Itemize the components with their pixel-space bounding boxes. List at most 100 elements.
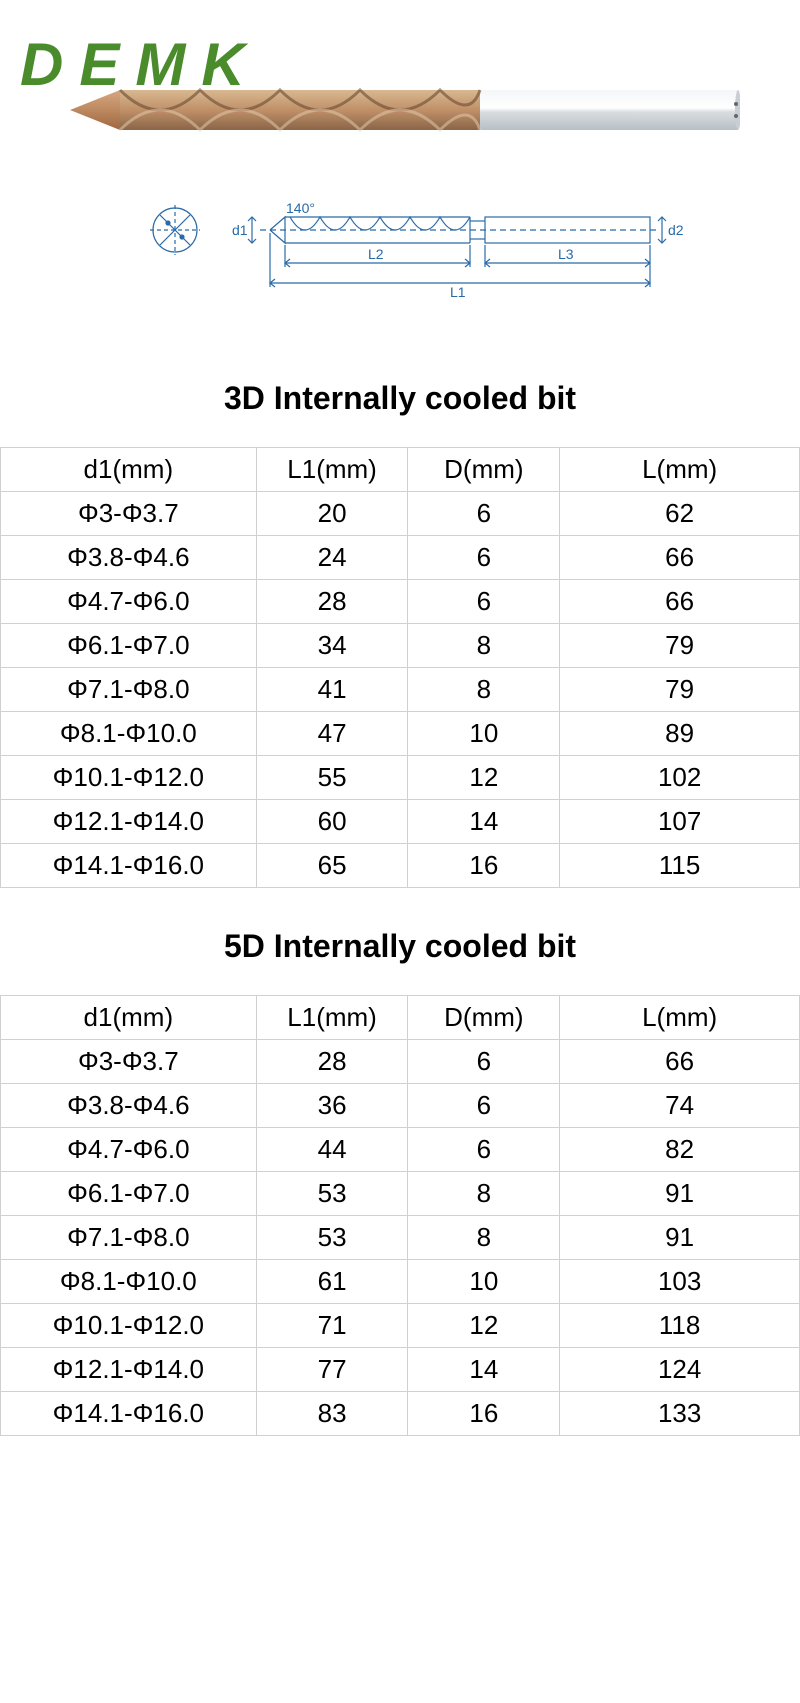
spec-table: d1(mm)L1(mm)D(mm)L(mm)Φ3-Φ3.728666Φ3.8-Φ… [0, 995, 800, 1436]
table-cell: 14 [408, 800, 560, 844]
table-cell: 10 [408, 712, 560, 756]
table-cell: Φ14.1-Φ16.0 [1, 1392, 257, 1436]
table-cell: 61 [256, 1260, 408, 1304]
table-cell: 82 [560, 1128, 800, 1172]
diagram-label-angle: 140° [286, 200, 315, 216]
table-cell: 77 [256, 1348, 408, 1392]
table-cell: Φ7.1-Φ8.0 [1, 1216, 257, 1260]
table-cell: Φ14.1-Φ16.0 [1, 844, 257, 888]
table-cell: 6 [408, 492, 560, 536]
table-cell: 102 [560, 756, 800, 800]
table-cell: 16 [408, 844, 560, 888]
table-cell: Φ3-Φ3.7 [1, 492, 257, 536]
table-cell: 24 [256, 536, 408, 580]
table-cell: 79 [560, 668, 800, 712]
spec-table: d1(mm)L1(mm)D(mm)L(mm)Φ3-Φ3.720662Φ3.8-Φ… [0, 447, 800, 888]
table-cell: Φ7.1-Φ8.0 [1, 668, 257, 712]
table-cell: 55 [256, 756, 408, 800]
table-cell: 107 [560, 800, 800, 844]
table-cell: Φ3-Φ3.7 [1, 1040, 257, 1084]
table-cell: Φ12.1-Φ14.0 [1, 800, 257, 844]
table-cell: 6 [408, 1040, 560, 1084]
header-area: DEMK [0, 0, 800, 340]
table-cell: 12 [408, 1304, 560, 1348]
table-cell: 28 [256, 1040, 408, 1084]
diagram-label-d2: d2 [668, 222, 684, 238]
section-title: 5D Internally cooled bit [0, 928, 800, 965]
table-cell: 6 [408, 580, 560, 624]
table-header-cell: L(mm) [560, 996, 800, 1040]
table-cell: 53 [256, 1172, 408, 1216]
table-row: Φ3.8-Φ4.624666 [1, 536, 800, 580]
table-cell: Φ8.1-Φ10.0 [1, 1260, 257, 1304]
table-row: Φ12.1-Φ14.06014107 [1, 800, 800, 844]
table-cell: Φ10.1-Φ12.0 [1, 1304, 257, 1348]
table-cell: 66 [560, 1040, 800, 1084]
table-cell: 53 [256, 1216, 408, 1260]
table-cell: 118 [560, 1304, 800, 1348]
table-row: Φ7.1-Φ8.041879 [1, 668, 800, 712]
table-header-row: d1(mm)L1(mm)D(mm)L(mm) [1, 448, 800, 492]
table-cell: 14 [408, 1348, 560, 1392]
table-row: Φ3.8-Φ4.636674 [1, 1084, 800, 1128]
table-row: Φ3-Φ3.728666 [1, 1040, 800, 1084]
table-cell: 66 [560, 536, 800, 580]
table-cell: 65 [256, 844, 408, 888]
table-row: Φ7.1-Φ8.053891 [1, 1216, 800, 1260]
table-cell: 28 [256, 580, 408, 624]
table-row: Φ4.7-Φ6.028666 [1, 580, 800, 624]
table-row: Φ6.1-Φ7.053891 [1, 1172, 800, 1216]
table-header-cell: D(mm) [408, 448, 560, 492]
table-cell: 8 [408, 1172, 560, 1216]
table-row: Φ8.1-Φ10.0471089 [1, 712, 800, 756]
table-cell: 74 [560, 1084, 800, 1128]
table-cell: 34 [256, 624, 408, 668]
table-cell: Φ4.7-Φ6.0 [1, 1128, 257, 1172]
table-header-row: d1(mm)L1(mm)D(mm)L(mm) [1, 996, 800, 1040]
table-cell: Φ10.1-Φ12.0 [1, 756, 257, 800]
table-header-cell: d1(mm) [1, 996, 257, 1040]
table-cell: 8 [408, 624, 560, 668]
table-row: Φ6.1-Φ7.034879 [1, 624, 800, 668]
table-header-cell: L1(mm) [256, 448, 408, 492]
table-cell: Φ6.1-Φ7.0 [1, 624, 257, 668]
diagram-label-l2: L2 [368, 246, 384, 262]
table-cell: 66 [560, 580, 800, 624]
table-cell: 133 [560, 1392, 800, 1436]
section-title: 3D Internally cooled bit [0, 380, 800, 417]
table-cell: 124 [560, 1348, 800, 1392]
table-cell: 103 [560, 1260, 800, 1304]
table-header-cell: L1(mm) [256, 996, 408, 1040]
diagram-label-d1: d1 [232, 222, 248, 238]
table-row: Φ14.1-Φ16.08316133 [1, 1392, 800, 1436]
table-cell: Φ6.1-Φ7.0 [1, 1172, 257, 1216]
table-cell: 8 [408, 1216, 560, 1260]
table-cell: 10 [408, 1260, 560, 1304]
table-row: Φ12.1-Φ14.07714124 [1, 1348, 800, 1392]
table-cell: Φ4.7-Φ6.0 [1, 580, 257, 624]
table-header-cell: d1(mm) [1, 448, 257, 492]
table-row: Φ4.7-Φ6.044682 [1, 1128, 800, 1172]
table-cell: Φ3.8-Φ4.6 [1, 536, 257, 580]
table-cell: 91 [560, 1172, 800, 1216]
table-cell: 89 [560, 712, 800, 756]
table-cell: 20 [256, 492, 408, 536]
table-header-cell: D(mm) [408, 996, 560, 1040]
table-cell: 60 [256, 800, 408, 844]
table-cell: 16 [408, 1392, 560, 1436]
table-cell: 47 [256, 712, 408, 756]
diagram-label-l1: L1 [450, 284, 466, 300]
table-row: Φ14.1-Φ16.06516115 [1, 844, 800, 888]
table-cell: 6 [408, 1128, 560, 1172]
dimension-diagram: d1 140° d2 L2 L3 L1 [140, 185, 690, 305]
table-cell: 115 [560, 844, 800, 888]
table-row: Φ8.1-Φ10.06110103 [1, 1260, 800, 1304]
table-header-cell: L(mm) [560, 448, 800, 492]
table-cell: Φ12.1-Φ14.0 [1, 1348, 257, 1392]
diagram-label-l3: L3 [558, 246, 574, 262]
drill-photo-illustration [60, 60, 740, 160]
table-row: Φ10.1-Φ12.07112118 [1, 1304, 800, 1348]
table-cell: 83 [256, 1392, 408, 1436]
table-row: Φ10.1-Φ12.05512102 [1, 756, 800, 800]
table-row: Φ3-Φ3.720662 [1, 492, 800, 536]
